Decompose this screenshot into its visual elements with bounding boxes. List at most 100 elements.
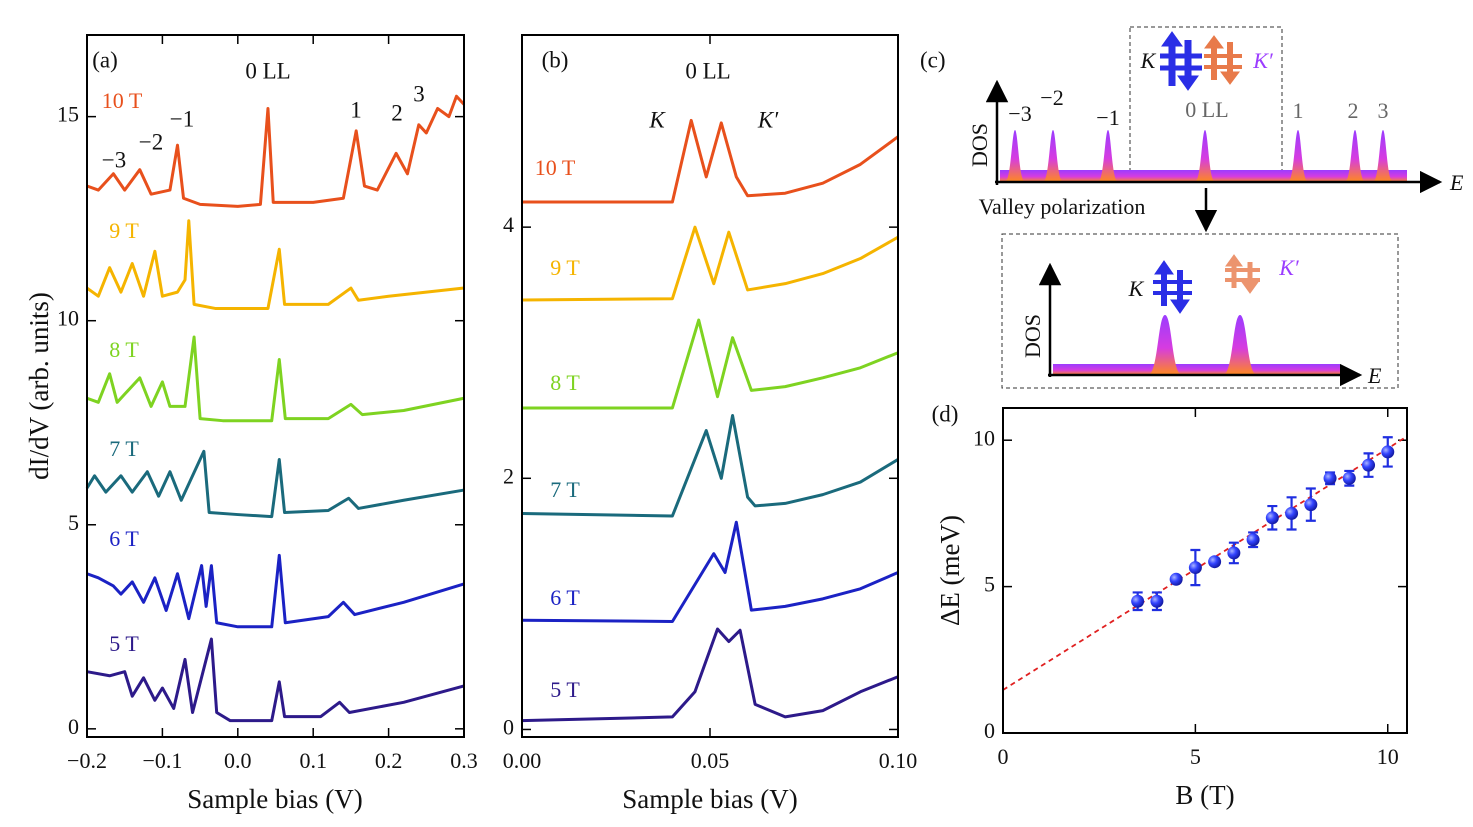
- data-point: [1169, 572, 1183, 586]
- dashed-box: [1001, 233, 1399, 389]
- spectrum-line: [85, 449, 465, 519]
- annotation: K: [648, 107, 666, 132]
- axis-label: DOS: [1020, 314, 1045, 358]
- spin-k-prime-icon: [1225, 254, 1260, 294]
- x-axis-label: Sample bias (V): [187, 784, 362, 814]
- dos-baseline: [1053, 364, 1340, 375]
- annotation: −3: [102, 147, 126, 172]
- y-tick-label: 0: [503, 715, 514, 740]
- data-point: [1208, 555, 1222, 569]
- x-tick-label: 0: [998, 744, 1009, 769]
- data-point: [1188, 561, 1202, 575]
- series-label: 8 T: [550, 370, 580, 395]
- y-axis-label: dI/dV (arb. units): [24, 292, 54, 480]
- series-label: 9 T: [550, 255, 580, 280]
- series-label: 7 T: [550, 477, 580, 502]
- x-tick-label: 0.10: [879, 748, 918, 773]
- x-tick-label: 0.1: [299, 748, 327, 773]
- data-point: [1227, 546, 1241, 560]
- data-point: [1246, 533, 1260, 547]
- y-tick-label: 15: [57, 102, 79, 127]
- annotation: (b): [542, 47, 569, 72]
- valley-label: K′: [1252, 48, 1274, 73]
- spin-k-prime-icon: [1204, 35, 1242, 85]
- y-tick-label: 5: [68, 510, 79, 535]
- data-point: [1381, 445, 1395, 459]
- level-label: 3: [1378, 98, 1389, 123]
- data-point: [1362, 458, 1376, 472]
- data-point: [1285, 506, 1299, 520]
- spectrum-line: [86, 335, 465, 423]
- x-tick-label: −0.2: [67, 748, 107, 773]
- series-label: 8 T: [109, 337, 139, 362]
- axis-label: E: [1449, 170, 1464, 195]
- level-label: 1: [1293, 98, 1304, 123]
- spin-k-icon: [1153, 260, 1192, 314]
- y-tick-label: 4: [503, 212, 514, 237]
- y-tick-label: 0: [68, 714, 79, 739]
- y-tick-label: 5: [984, 572, 995, 597]
- data-point: [1304, 498, 1318, 512]
- spectrum-line: [521, 627, 899, 723]
- series-label: 6 T: [550, 585, 580, 610]
- data-point: [1131, 594, 1145, 608]
- axes-frame: [1002, 407, 1408, 734]
- data-point: [1342, 471, 1356, 485]
- axes-frame: [86, 34, 465, 738]
- data-point: [1265, 511, 1279, 525]
- panel-label: (c): [920, 47, 946, 72]
- data-point: [1323, 471, 1337, 485]
- series-label: 7 T: [109, 436, 139, 461]
- x-tick-label: 0.0: [224, 748, 252, 773]
- series-label: 6 T: [109, 526, 139, 551]
- valley-label: K: [1128, 276, 1145, 301]
- annotation: (a): [92, 47, 118, 72]
- y-tick-label: 10: [57, 306, 79, 331]
- diagram: (c) DOS E −3 −2 −1 0 LL 1 2 3: [920, 26, 1464, 389]
- axis-label: E: [1367, 363, 1382, 388]
- valley-label: K′: [1278, 255, 1300, 280]
- spectrum-line: [521, 225, 899, 302]
- annotation: (d): [932, 401, 959, 426]
- level-label: 2: [1348, 98, 1359, 123]
- spectrum-line: [86, 94, 466, 208]
- x-axis-label: B (T): [1175, 780, 1234, 810]
- x-axis-label: Sample bias (V): [622, 784, 797, 814]
- level-label: −2: [1040, 85, 1063, 110]
- series-label: 10 T: [535, 155, 576, 180]
- annotation: K′: [757, 107, 779, 132]
- x-tick-label: 5: [1190, 744, 1201, 769]
- axis-label: DOS: [967, 123, 992, 167]
- spectrum-line: [522, 318, 899, 410]
- annotation: 0 LL: [245, 58, 290, 83]
- x-tick-label: −0.1: [142, 748, 182, 773]
- x-tick-label: 0.05: [691, 748, 730, 773]
- annotation: 1: [350, 97, 362, 122]
- valley-label: K: [1140, 48, 1157, 73]
- spectrum-line: [86, 553, 465, 629]
- polarized-peaks: [1148, 315, 1257, 375]
- y-axis-label: ΔE (meV): [935, 515, 965, 626]
- spectrum-line: [86, 219, 465, 310]
- level-label: −3: [1008, 101, 1031, 126]
- data-point: [1150, 594, 1164, 608]
- y-tick-label: 0: [984, 718, 995, 743]
- spin-k-icon: [1160, 31, 1202, 91]
- x-tick-label: 0.3: [450, 748, 478, 773]
- spectrum-line: [522, 118, 899, 204]
- level-label: 0 LL: [1185, 97, 1228, 122]
- annotation: 3: [413, 81, 425, 106]
- annotation: −2: [139, 129, 163, 154]
- x-tick-label: 10: [1377, 744, 1399, 769]
- spectrum-line: [521, 520, 899, 623]
- y-tick-label: 2: [503, 463, 514, 488]
- ll-peaks: [1005, 130, 1393, 182]
- spectrum-line: [521, 414, 899, 518]
- spectrum-line: [86, 637, 465, 723]
- arrow-label: Valley polarization: [979, 194, 1146, 219]
- annotation: 0 LL: [685, 58, 730, 83]
- series-label: 5 T: [109, 631, 139, 656]
- level-label: −1: [1096, 105, 1119, 130]
- x-tick-label: 0.00: [503, 748, 542, 773]
